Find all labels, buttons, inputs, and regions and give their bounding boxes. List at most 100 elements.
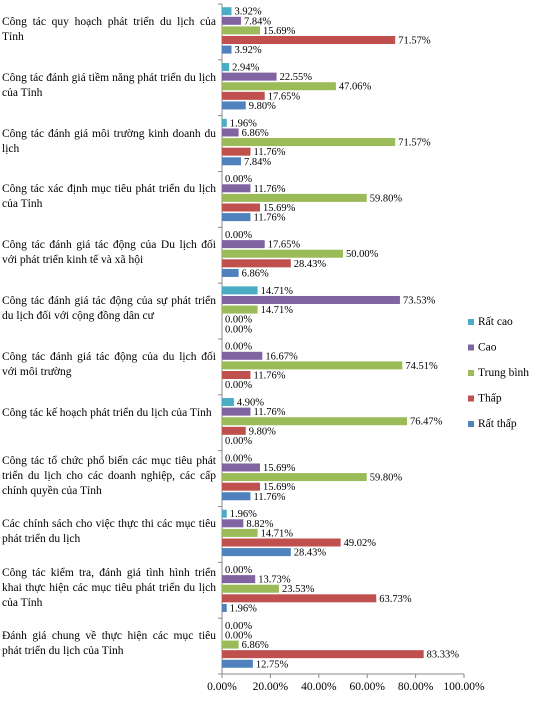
- bar-cao: [222, 128, 239, 137]
- legend-label: Thấp: [478, 392, 502, 405]
- bar-value-label: 11.76%: [253, 184, 285, 195]
- bar-value-label: 7.84%: [244, 16, 271, 27]
- bar-value-label: 3.92%: [234, 45, 261, 56]
- legend-swatch: [468, 344, 474, 351]
- bar-cao: [222, 351, 263, 360]
- bar-value-label: 0.00%: [225, 342, 252, 353]
- bar-trung-bình: [222, 26, 260, 35]
- bar-thấp: [222, 36, 396, 44]
- bar-rất-cao: [222, 118, 227, 127]
- bar-trung-bình: [222, 528, 258, 537]
- bar-rất-thấp: [222, 659, 253, 668]
- bar-value-label: 47.06%: [339, 82, 372, 93]
- bar-rất-cao: [222, 398, 234, 407]
- bar-cao: [222, 463, 260, 472]
- bar-value-label: 8.82%: [246, 519, 273, 530]
- bar-rất-thấp: [222, 45, 232, 54]
- bar-value-label: 15.69%: [263, 482, 296, 493]
- category-label: Công tác đánh giá tác động của Du lịch đ…: [2, 239, 216, 266]
- bar-thấp: [222, 426, 246, 435]
- bar-cao: [222, 519, 244, 528]
- bar-value-label: 2.94%: [232, 63, 259, 74]
- x-tick-label: 80.00%: [398, 681, 434, 693]
- bar-value-label: 0.00%: [225, 453, 252, 464]
- legend-label: Rất thấp: [478, 417, 517, 430]
- bar-value-label: 71.57%: [398, 138, 431, 149]
- bar-value-label: 59.80%: [370, 193, 403, 204]
- bar-thấp: [222, 91, 265, 100]
- bar-value-label: 0.00%: [225, 324, 252, 335]
- bar-trung-bình: [222, 361, 403, 370]
- bar-value-label: 28.43%: [294, 259, 327, 270]
- legend-label: Cao: [478, 342, 497, 354]
- bar-value-label: 11.76%: [253, 407, 285, 418]
- bar-value-label: 6.86%: [242, 128, 269, 139]
- bar-value-label: 0.00%: [225, 315, 252, 326]
- bar-trung-bình: [222, 640, 239, 649]
- bar-thấp: [222, 538, 341, 547]
- bar-value-label: 6.86%: [242, 268, 269, 279]
- bar-value-label: 13.73%: [258, 575, 291, 586]
- bar-rất-thấp: [222, 268, 239, 277]
- bar-value-label: 4.90%: [237, 398, 264, 409]
- bar-trung-bình: [222, 417, 408, 426]
- bar-rất-thấp: [222, 548, 291, 557]
- bar-rất-thấp: [222, 157, 241, 166]
- category-label: Công tác đánh giá tiềm năng phát triển d…: [2, 72, 216, 99]
- category-label: Công tác đánh giá tác động của sự phát t…: [2, 295, 216, 322]
- bar-value-label: 6.86%: [242, 640, 269, 651]
- bar-value-label: 59.80%: [370, 473, 403, 484]
- bar-value-label: 1.96%: [230, 509, 257, 520]
- bar-cao: [222, 16, 241, 25]
- bar-value-label: 11.76%: [253, 147, 285, 158]
- category-label: Công tác quy hoạch phát triển du lịch củ…: [2, 16, 216, 43]
- bar-value-label: 0.00%: [225, 380, 252, 391]
- bar-value-label: 50.00%: [346, 249, 379, 260]
- bar-value-label: 22.55%: [280, 72, 313, 83]
- bar-value-label: 73.53%: [403, 295, 436, 306]
- bar-value-label: 15.69%: [263, 26, 296, 37]
- bar-trung-bình: [222, 138, 396, 147]
- legend-label: Rất cao: [478, 315, 513, 328]
- bar-trung-bình: [222, 584, 279, 593]
- bar-trung-bình: [222, 305, 258, 314]
- legend-label: Trung bình: [478, 367, 529, 379]
- bar-rất-cao: [222, 286, 258, 295]
- bar-thấp: [222, 259, 291, 268]
- bar-value-label: 0.00%: [225, 230, 252, 241]
- bar-value-label: 11.76%: [253, 371, 285, 382]
- bar-rất-cao: [222, 7, 232, 16]
- category-label: Công tác đánh giá môi trường kinh doanh …: [2, 128, 216, 155]
- category-label: Công tác kiểm tra, đánh giá tình hình tr…: [2, 567, 216, 609]
- bar-rất-thấp: [222, 213, 251, 222]
- bar-value-label: 17.65%: [268, 240, 301, 251]
- category-label: Công tác đánh giá tác động của du lịch đ…: [2, 351, 216, 378]
- bar-value-label: 9.80%: [249, 426, 276, 437]
- bar-rất-thấp: [222, 603, 227, 612]
- bar-thấp: [222, 594, 377, 603]
- legend-swatch: [468, 370, 474, 376]
- bar-value-label: 23.53%: [282, 584, 315, 595]
- category-label: Công tác kế hoạch phát triển du lịch của…: [2, 407, 212, 419]
- bar-thấp: [222, 482, 260, 491]
- bar-value-label: 28.43%: [294, 548, 327, 559]
- x-tick-label: 20.00%: [253, 681, 289, 693]
- bar-value-label: 83.33%: [427, 650, 460, 661]
- bar-value-label: 71.57%: [398, 36, 431, 47]
- bar-trung-bình: [222, 249, 343, 258]
- legend-swatch: [468, 395, 474, 402]
- category-label: Đánh giá chung về thực hiện các mục tiêu…: [2, 630, 216, 657]
- bar-value-label: 17.65%: [268, 91, 301, 102]
- bar-value-label: 11.76%: [253, 213, 285, 224]
- bar-value-label: 1.96%: [230, 603, 257, 614]
- bar-value-label: 16.67%: [265, 351, 298, 362]
- bar-value-label: 14.71%: [261, 286, 294, 297]
- x-tick-label: 40.00%: [301, 681, 337, 693]
- bar-cao: [222, 240, 265, 249]
- bar-value-label: 0.00%: [225, 565, 252, 576]
- x-tick-label: 0.00%: [207, 681, 237, 693]
- category-label: Công tác tổ chức phổ biến các mục tiêu p…: [2, 455, 216, 497]
- bar-value-label: 3.92%: [234, 7, 261, 18]
- x-tick-label: 60.00%: [349, 681, 385, 693]
